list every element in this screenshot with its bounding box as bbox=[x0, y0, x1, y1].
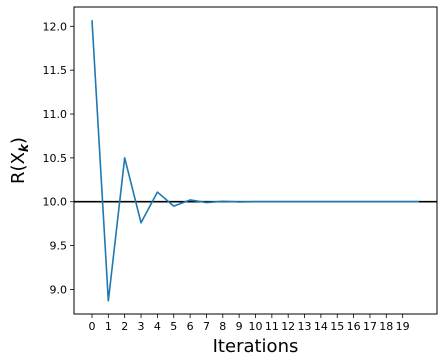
y-axis-label-subscript: k bbox=[17, 143, 31, 152]
x-tick-label: 3 bbox=[138, 320, 145, 333]
x-axis-label: Iterations bbox=[213, 336, 299, 357]
y-tick-label: 11.0 bbox=[43, 108, 68, 121]
y-tick-label: 11.5 bbox=[43, 64, 68, 77]
x-tick-label: 17 bbox=[363, 320, 377, 333]
x-tick-label: 8 bbox=[219, 320, 226, 333]
x-tick-label: 9 bbox=[236, 320, 243, 333]
x-tick-label: 13 bbox=[298, 320, 312, 333]
x-tick-label: 12 bbox=[281, 320, 295, 333]
x-tick-label: 5 bbox=[170, 320, 177, 333]
y-axis-label-close: ) bbox=[8, 137, 29, 144]
x-tick-label: 2 bbox=[121, 320, 128, 333]
series-line-0 bbox=[91, 20, 420, 302]
y-tick-label: 10.0 bbox=[43, 196, 68, 209]
y-axis: 9.0 9.5 10.0 10.5 11.0 11.5 12.0 bbox=[43, 20, 74, 296]
x-tick-label: 11 bbox=[265, 320, 279, 333]
y-axis-label-main: R(X bbox=[8, 152, 29, 184]
y-axis-label: R(Xk) bbox=[8, 137, 31, 184]
plot-frame bbox=[73, 6, 438, 315]
x-tick-label: 16 bbox=[347, 320, 361, 333]
x-tick-label: 7 bbox=[203, 320, 210, 333]
x-tick-label: 4 bbox=[154, 320, 161, 333]
x-tick-label: 19 bbox=[396, 320, 410, 333]
y-tick-label: 9.0 bbox=[50, 283, 68, 296]
x-tick-label: 6 bbox=[187, 320, 194, 333]
x-axis: 0 1 2 3 4 5 6 7 8 9 10 11 12 13 14 15 16 17 18 19 bbox=[88, 314, 410, 333]
x-tick-label: 14 bbox=[314, 320, 328, 333]
x-tick-label: 10 bbox=[249, 320, 263, 333]
y-tick-label: 9.5 bbox=[50, 240, 68, 253]
y-tick-label: 12.0 bbox=[43, 20, 68, 33]
x-tick-label: 1 bbox=[105, 320, 112, 333]
plot-area bbox=[74, 20, 437, 302]
x-tick-label: 15 bbox=[330, 320, 344, 333]
y-tick-label: 10.5 bbox=[43, 152, 68, 165]
x-tick-label: 0 bbox=[88, 320, 95, 333]
x-tick-label: 18 bbox=[379, 320, 393, 333]
